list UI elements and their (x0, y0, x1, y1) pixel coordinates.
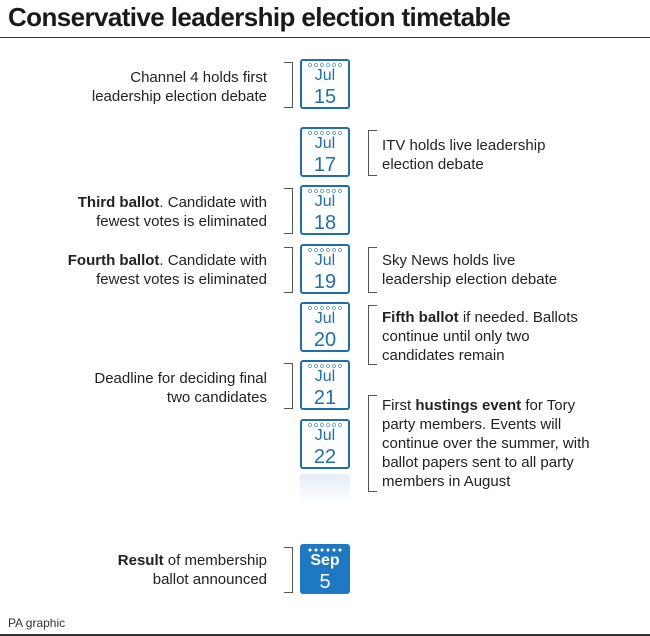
calendar-icon-jul-18: Jul 18 (300, 185, 350, 235)
calendar-month: Sep (310, 552, 340, 569)
note-jul-22: First hustings event for Tory party memb… (382, 397, 590, 490)
timeline-fade (300, 474, 350, 504)
calendar-icon-sep-5: Sep 5 (300, 544, 350, 594)
bracket-jul-15 (284, 62, 293, 108)
note-jul-15: Channel 4 holds first leadership electio… (91, 69, 267, 105)
calendar-day: 5 (319, 571, 331, 593)
calendar-rings-icon (307, 247, 343, 253)
calendar-day: 22 (313, 446, 337, 468)
note-jul-18: Third ballot. Candidate with fewest vote… (77, 194, 267, 230)
calendar-day: 15 (313, 86, 337, 108)
bracket-jul-19-left (284, 247, 293, 293)
calendar-month: Jul (314, 193, 336, 210)
calendar-month: Jul (314, 67, 336, 84)
bracket-sep-5 (284, 547, 293, 593)
page-title: Conservative leadership election timetab… (8, 2, 511, 32)
calendar-rings-icon (307, 422, 343, 428)
calendar-icon-jul-22: Jul 22 (300, 419, 350, 469)
calendar-day: 20 (313, 329, 337, 351)
bracket-jul-19-right (368, 247, 377, 293)
title-divider (0, 37, 650, 38)
calendar-day: 19 (313, 271, 337, 293)
note-jul-17: ITV holds live leadership election debat… (382, 137, 546, 173)
note-sep-5: Result of membership ballot announced (117, 552, 267, 588)
calendar-rings-icon (307, 363, 343, 369)
bracket-jul-18 (284, 188, 293, 234)
note-jul-21: Deadline for deciding final two candidat… (94, 370, 267, 406)
calendar-rings-icon (307, 130, 343, 136)
note-jul-20: Fifth ballot if needed. Ballots continue… (382, 309, 578, 364)
bracket-jul-21 (284, 363, 293, 409)
credit-label: PA graphic (8, 616, 66, 630)
footer-divider (0, 634, 650, 636)
note-jul-19-right: Sky News holds live leadership election … (382, 252, 558, 288)
calendar-month: Jul (314, 252, 336, 269)
bracket-jul-22 (368, 395, 377, 492)
calendar-month: Jul (314, 427, 336, 444)
calendar-icon-jul-17: Jul 17 (300, 127, 350, 177)
calendar-rings-icon (307, 305, 343, 311)
calendar-month: Jul (314, 310, 336, 327)
note-jul-19-left: Fourth ballot. Candidate with fewest vot… (67, 252, 267, 288)
calendar-icon-jul-19: Jul 19 (300, 244, 350, 294)
calendar-day: 17 (313, 154, 337, 176)
calendar-rings-icon (307, 62, 343, 68)
calendar-day: 18 (313, 212, 337, 234)
calendar-rings-icon (307, 188, 343, 194)
calendar-icon-jul-20: Jul 20 (300, 302, 350, 352)
calendar-month: Jul (314, 368, 336, 385)
calendar-month: Jul (314, 135, 336, 152)
bracket-jul-20 (368, 305, 377, 365)
calendar-rings-icon (307, 547, 343, 553)
calendar-day: 21 (313, 387, 337, 409)
calendar-icon-jul-15: Jul 15 (300, 59, 350, 109)
calendar-icon-jul-21: Jul 21 (300, 360, 350, 410)
bracket-jul-17 (368, 130, 377, 176)
